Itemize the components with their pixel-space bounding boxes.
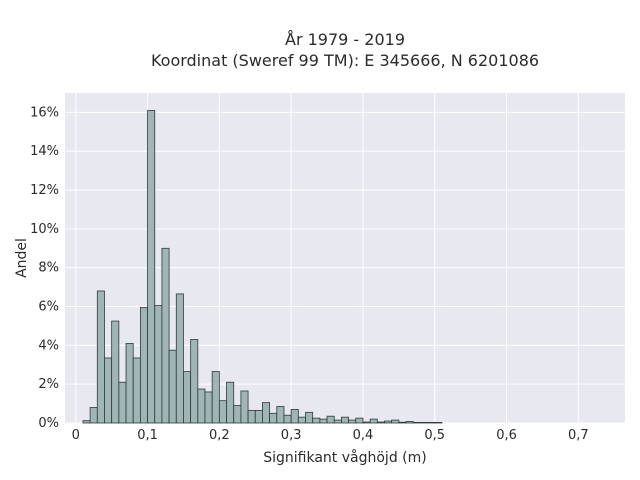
histogram-bar [412, 422, 421, 424]
histogram-bar [434, 422, 443, 424]
histogram-bar [384, 420, 393, 424]
histogram-bar [197, 388, 206, 424]
x-tick-label: 0,2 [209, 428, 230, 443]
histogram-bar [333, 419, 342, 424]
histogram-bar [254, 409, 263, 424]
histogram-bar [118, 381, 127, 424]
histogram-bar [147, 110, 156, 424]
histogram-bar [111, 320, 120, 424]
histogram-bar [290, 409, 299, 424]
y-tick-label: 16% [30, 105, 59, 120]
histogram-bar [132, 357, 141, 424]
x-tick-label: 0,3 [281, 428, 302, 443]
histogram-bar [369, 418, 378, 424]
x-tick-label: 0,4 [353, 428, 374, 443]
bars [82, 110, 443, 424]
y-tick-label: 14% [30, 144, 59, 159]
histogram-bar [312, 417, 321, 424]
histogram-bar [398, 421, 407, 424]
histogram-bar [269, 412, 278, 424]
x-tick-labels: 0 0,1 0,2 0,3 0,4 0,5 0,6 0,7 [72, 428, 589, 443]
x-axis-label: Signifikant våghöjd (m) [263, 449, 426, 466]
y-tick-label: 10% [30, 222, 59, 237]
histogram-bar [190, 339, 199, 424]
chart-title: År 1979 - 2019 [285, 30, 405, 49]
x-tick-label: 0,7 [568, 428, 589, 443]
chart-subtitle: Koordinat (Sweref 99 TM): E 345666, N 62… [151, 51, 539, 70]
histogram-bar [376, 421, 385, 424]
histogram-bar [175, 293, 184, 424]
histogram-bar [104, 357, 113, 424]
y-tick-label: 6% [38, 300, 59, 315]
histogram-bar [183, 371, 192, 424]
y-tick-labels: 0% 2% 4% 6% 8% 10% 12% 14% 16% [30, 105, 59, 431]
y-axis-label: Andel [14, 238, 30, 278]
histogram-bar [262, 402, 271, 424]
histogram-bar [362, 421, 371, 424]
histogram-bar [168, 349, 177, 424]
histogram-bar [326, 415, 335, 424]
histogram-bar [297, 416, 306, 424]
y-tick-label: 8% [38, 261, 59, 276]
x-tick-label: 0,6 [496, 428, 517, 443]
y-tick-label: 4% [38, 338, 59, 353]
x-tick-label: 0,5 [424, 428, 445, 443]
histogram-bar [355, 417, 364, 424]
histogram-bar [89, 407, 98, 424]
histogram-bar [391, 419, 400, 424]
histogram-bar [226, 381, 235, 424]
x-tick-label: 0 [72, 428, 80, 443]
histogram-bar [341, 416, 349, 424]
y-tick-label: 2% [38, 377, 59, 392]
y-tick-label: 12% [30, 183, 59, 198]
histogram-bar [305, 411, 314, 424]
histogram-bar [211, 371, 220, 424]
histogram-bar [405, 421, 414, 424]
histogram-bar [139, 307, 148, 424]
histogram-bar [82, 420, 91, 424]
histogram-bar [125, 343, 134, 424]
histogram-bar [419, 422, 428, 424]
y-tick-label: 0% [38, 416, 59, 431]
histogram-bar [276, 406, 285, 424]
histogram-bar [154, 305, 163, 424]
histogram-bar [319, 418, 328, 424]
histogram-bar [348, 419, 357, 424]
histogram-bar [427, 422, 436, 424]
histogram-bar [218, 400, 227, 424]
histogram-bar [161, 247, 170, 424]
histogram-bar [204, 391, 213, 424]
histogram-bar [283, 414, 292, 424]
histogram-bar [96, 290, 105, 424]
histogram-bar [247, 409, 256, 424]
histogram-bar [233, 405, 242, 424]
x-tick-label: 0,1 [137, 428, 158, 443]
histogram-bar [240, 390, 249, 424]
